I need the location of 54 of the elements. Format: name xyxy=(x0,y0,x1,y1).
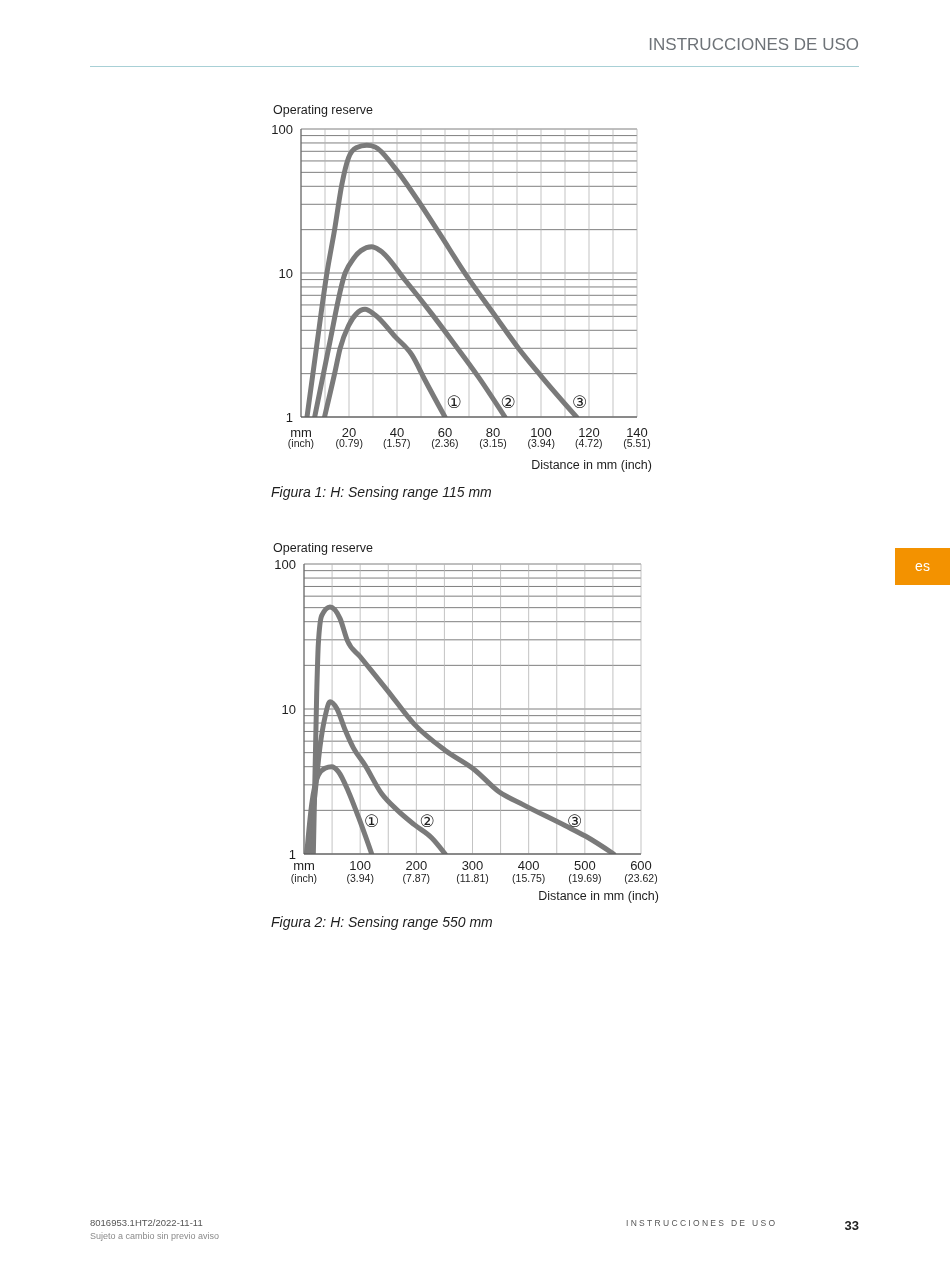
x2-tick-label: (inch) xyxy=(287,437,315,449)
x-tick-label: 120 xyxy=(578,424,600,440)
x-tick-label: mm xyxy=(290,424,312,440)
series-label: ② xyxy=(419,811,435,831)
series-label: ② xyxy=(500,392,516,412)
text: es xyxy=(915,558,930,575)
x-tick-label: mm xyxy=(293,857,315,873)
x-tick-label: 60 xyxy=(437,424,453,440)
x-tick-label: 200 xyxy=(405,857,428,873)
x-tick-label: 20 xyxy=(341,424,357,440)
x2-tick-label: (0.79) xyxy=(335,437,363,449)
x-tick-label: 600 xyxy=(630,857,652,873)
x-tick-label: 100 xyxy=(530,424,552,440)
x2-tick-label: (1.57) xyxy=(383,437,411,449)
x2-tick-label: (3.15) xyxy=(479,437,507,449)
x2-tick-label: (3.94) xyxy=(527,437,555,449)
series-label: ③ xyxy=(567,811,583,831)
series-label: ① xyxy=(364,811,380,831)
x-axis-title: Distance in mm (inch) xyxy=(538,889,659,904)
x-tick-label: 300 xyxy=(461,857,484,873)
text: Figura 2: H: Sensing range 550 mm xyxy=(271,913,493,931)
x2-tick-label: (15.75) xyxy=(512,871,546,884)
x2-tick-label: (23.62) xyxy=(624,871,658,884)
text: 33 xyxy=(844,1218,859,1234)
text: INSTRUCCIONES DE USO xyxy=(648,35,859,55)
y-tick-label: 10 xyxy=(278,265,293,281)
x-tick-label: 100 xyxy=(349,857,372,873)
x-tick-label: 40 xyxy=(389,424,405,440)
y-axis-title: Operating reserve xyxy=(273,103,374,118)
x2-tick-label: (inch) xyxy=(290,871,318,884)
x2-tick-label: (4.72) xyxy=(575,437,603,449)
x-axis-title: Distance in mm (inch) xyxy=(531,458,652,473)
text: INSTRUCCIONES DE USO xyxy=(626,1217,778,1229)
x-tick-label: 400 xyxy=(517,857,540,873)
x2-tick-label: (11.81) xyxy=(456,871,489,884)
text: Figura 1: H: Sensing range 115 mm xyxy=(271,483,492,501)
y-axis-title: Operating reserve xyxy=(273,541,374,556)
text: Sujeto a cambio sin previo aviso xyxy=(90,1230,220,1242)
x2-tick-label: (2.36) xyxy=(431,437,459,449)
series-label: ③ xyxy=(571,392,588,412)
y-tick-label: 100 xyxy=(271,121,293,137)
series-label: ① xyxy=(446,392,462,412)
x2-tick-label: (5.51) xyxy=(623,437,651,449)
x-tick-label: 140 xyxy=(626,424,648,440)
y-tick-label: 100 xyxy=(274,556,296,572)
x2-tick-label: (7.87) xyxy=(402,871,430,884)
x-tick-label: 500 xyxy=(573,857,596,873)
y-tick-label: 10 xyxy=(281,701,296,717)
x2-tick-label: (19.69) xyxy=(568,871,602,884)
y-tick-label: 1 xyxy=(285,409,293,425)
text: 8016953.1HT2/2022-11-11 xyxy=(90,1217,203,1229)
x-tick-label: 80 xyxy=(485,424,501,440)
y-tick-label: 1 xyxy=(288,846,296,862)
x2-tick-label: (3.94) xyxy=(346,871,374,884)
